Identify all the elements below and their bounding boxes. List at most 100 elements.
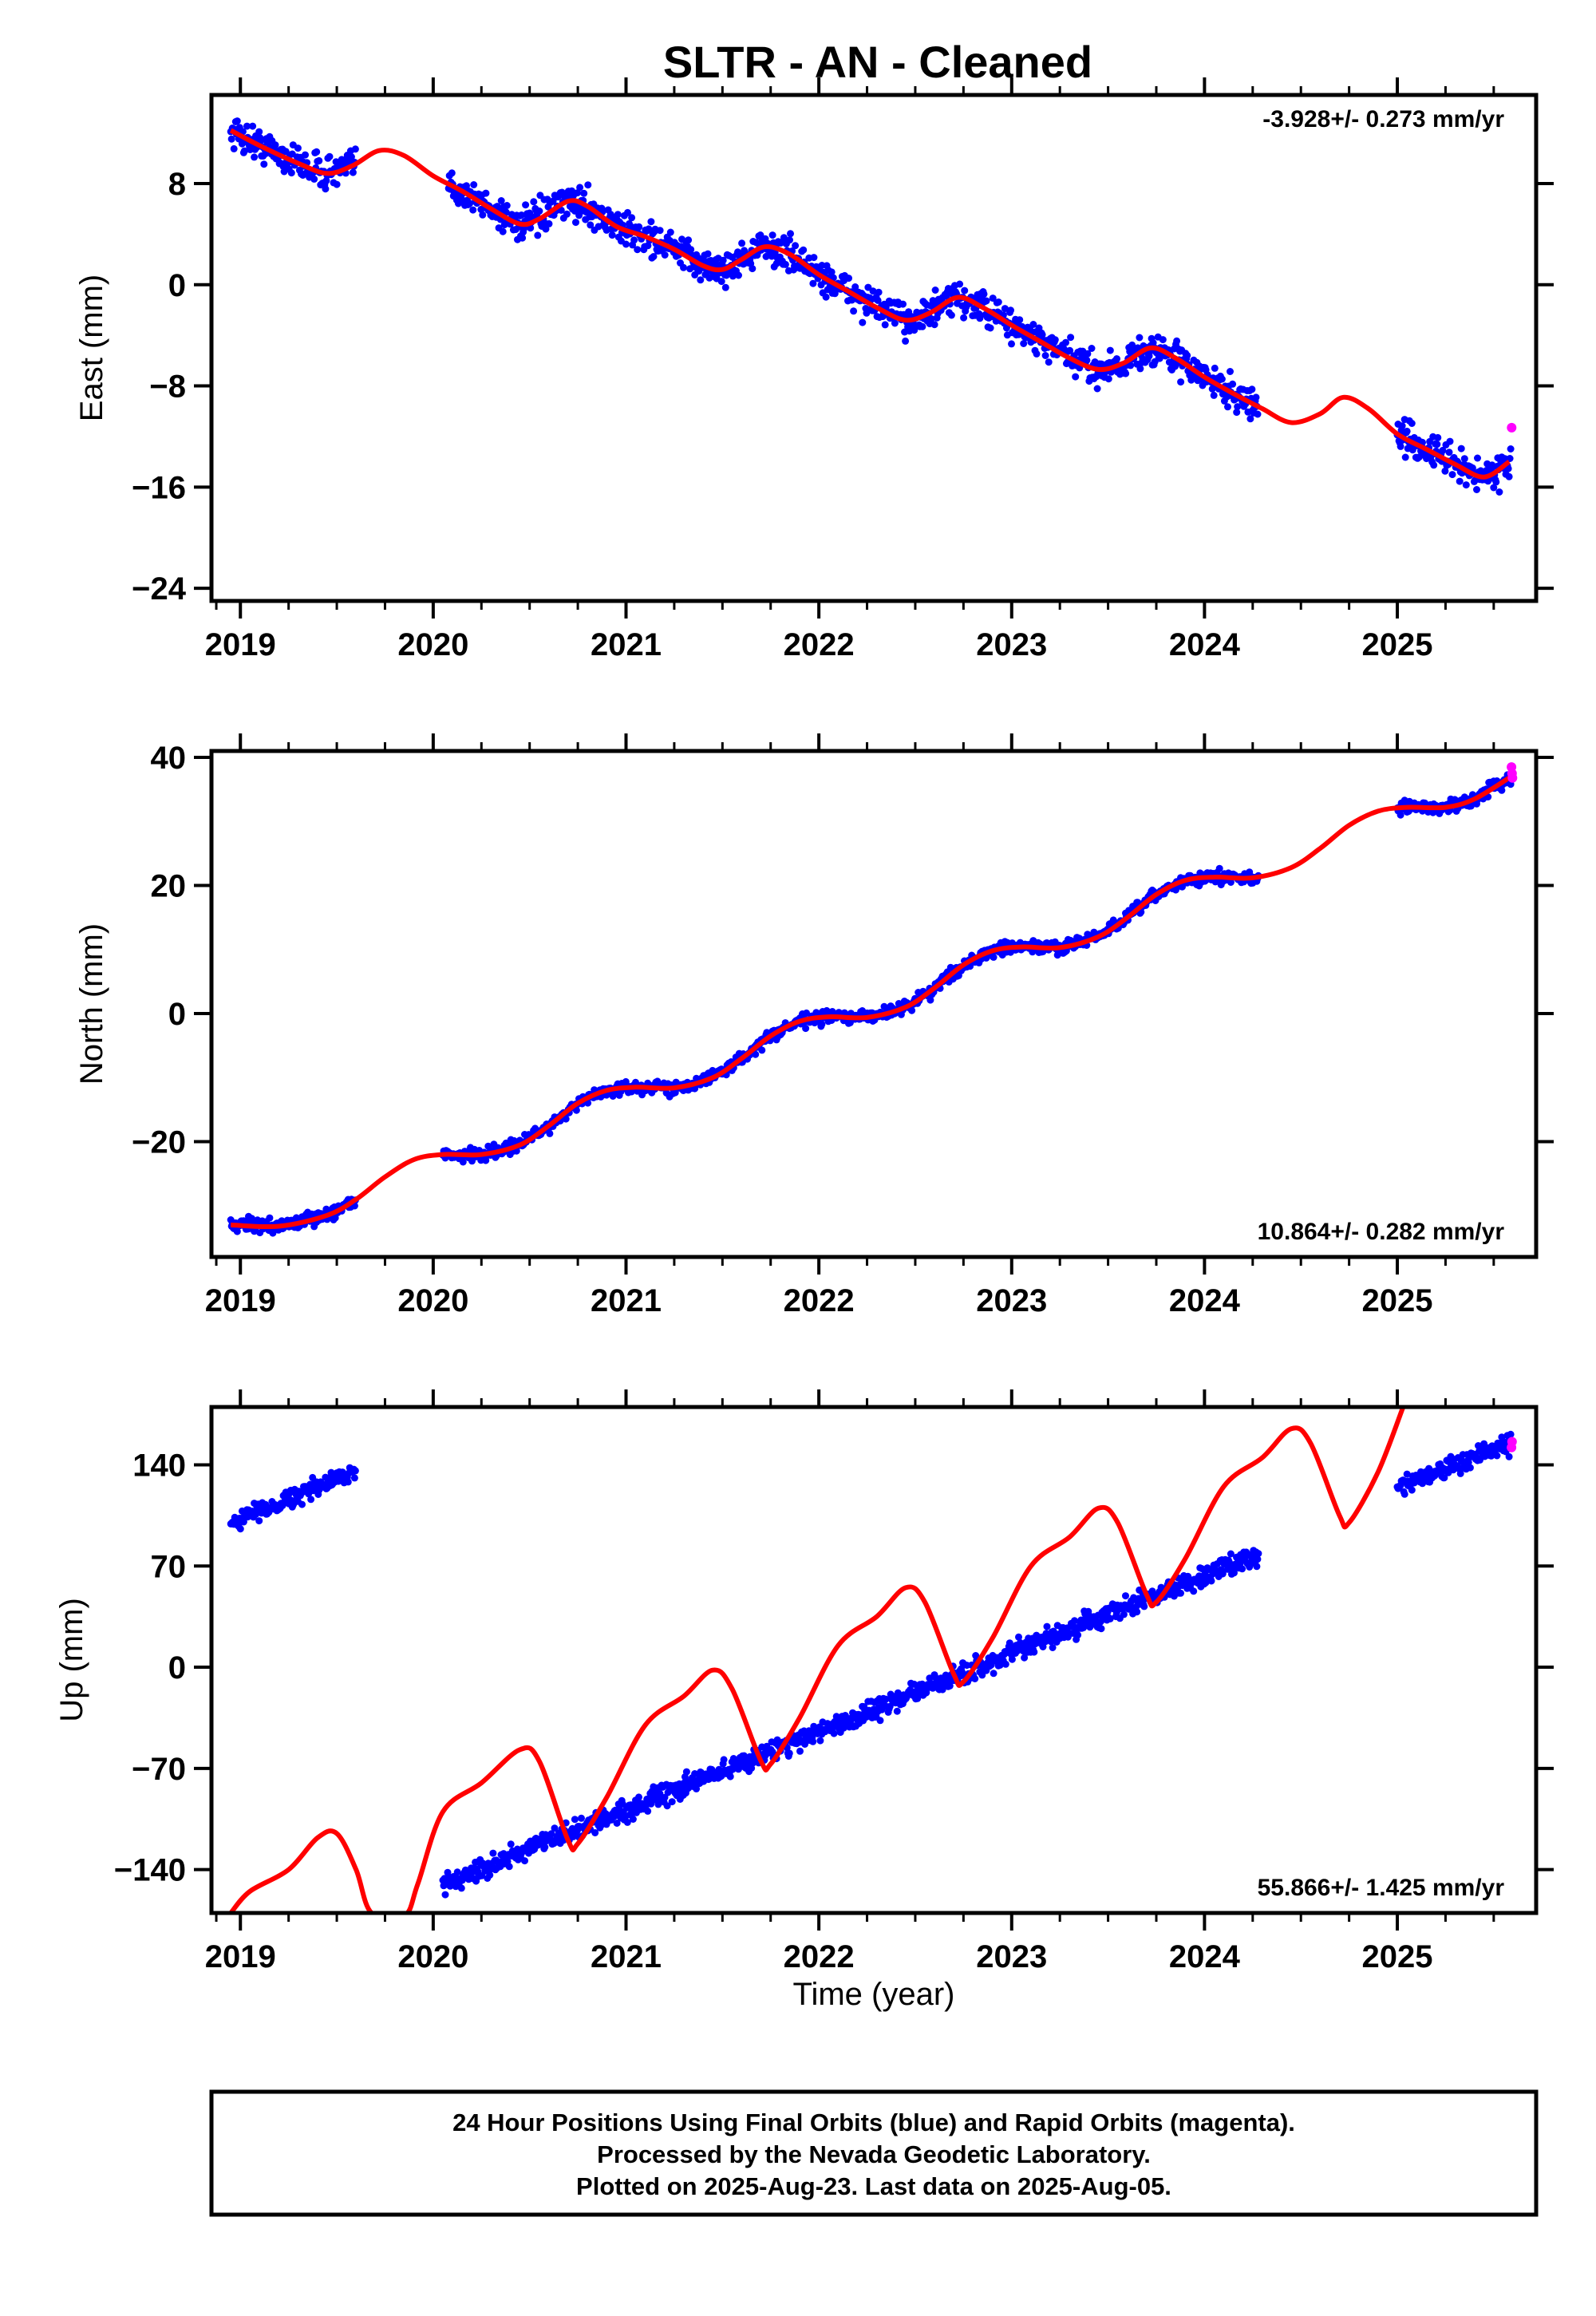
data-point [1066,346,1074,354]
data-point [243,122,251,130]
data-point [809,1737,817,1745]
data-point [1246,415,1254,423]
data-point [1231,1569,1238,1577]
data-point [971,1675,979,1682]
data-point [792,242,800,250]
data-point [1473,486,1480,493]
data-point [1127,362,1135,370]
data-point [654,1800,662,1808]
data-point [576,184,584,192]
data-point [735,271,742,279]
data-point [1001,1660,1009,1668]
data-point [1015,1633,1022,1641]
x-tick-label: 2023 [976,1939,1047,1974]
east-panel: 2019 2020 2021 2022 2023 2024 2025 80−8−16−24 … [74,77,1554,662]
data-point [645,225,653,233]
data-point [785,1749,793,1757]
data-point [530,198,538,206]
up-plot-frame [209,1405,1539,1915]
data-point [738,239,746,247]
data-point [656,1790,664,1797]
data-point [623,1818,631,1826]
y-tick-label: 70 [151,1549,187,1584]
data-point [938,1686,946,1694]
data-point [1029,321,1037,328]
data-point [1159,336,1167,344]
x-tick-label: 2020 [397,1939,468,1974]
data-point [489,1849,497,1857]
up-y-ticks: 140 70 0 −70 −140 [114,1448,1554,1888]
data-point [882,1695,890,1703]
data-point [534,231,542,239]
data-point [1400,1490,1408,1498]
data-point [1408,420,1416,427]
data-point [687,246,695,254]
data-point [758,1046,766,1054]
data-point [230,144,238,152]
y-tick-label: 8 [168,167,186,202]
data-point [1113,355,1120,363]
data-point [1136,334,1144,342]
data-point [850,307,858,315]
data-point [563,210,571,218]
data-point [891,319,899,327]
x-tick-label: 2019 [205,1939,276,1974]
data-point [875,288,883,296]
data-point [347,153,355,161]
data-point [1457,445,1465,453]
data-point [930,321,938,329]
data-point [816,1737,824,1745]
data-point [1049,1644,1057,1651]
north-data-points [227,771,1515,1237]
x-tick-label: 2024 [1169,627,1241,662]
data-point [635,223,643,231]
data-point [1030,1648,1038,1656]
data-point [505,1863,513,1871]
data-point [507,1840,515,1848]
data-point [757,231,764,239]
data-point [1020,340,1028,347]
data-point [1440,1474,1448,1482]
data-point [927,315,935,322]
data-point [1021,1654,1029,1662]
x-tick-label: 2021 [591,1939,662,1974]
figure-title: SLTR - AN - Cleaned [663,37,1092,87]
data-point [448,169,456,177]
up-x-ticks: 2019 2020 2021 2022 2023 2024 2025 [205,1389,1495,1974]
data-point [1433,441,1441,449]
data-point [1441,467,1449,475]
data-point [634,246,642,254]
y-tick-label: −16 [132,470,186,505]
data-point [441,1891,449,1899]
data-point [1445,449,1453,456]
data-point [547,1830,555,1838]
data-point [1505,472,1513,480]
data-point [1136,365,1144,373]
data-point [668,1798,676,1806]
data-point [1093,385,1101,393]
data-point [1495,488,1503,496]
data-point [351,1467,359,1475]
data-point [271,141,279,149]
north-model-fit-line [231,776,1511,1230]
x-axis-label: Time (year) [793,1977,955,2012]
data-point [1229,380,1237,388]
data-point [499,227,507,235]
data-point [1120,1611,1128,1618]
data-point [269,1229,277,1237]
data-point [1083,356,1091,364]
data-point [466,200,474,207]
rapid-data-point [1507,1437,1517,1447]
data-point [333,180,341,188]
data-point [931,287,939,294]
data-point [926,996,934,1004]
data-point [1097,1625,1105,1633]
data-point [1133,1608,1141,1616]
y-tick-label: 140 [132,1448,186,1483]
data-point [572,1106,580,1114]
data-point [1033,350,1041,358]
data-point [666,228,674,236]
up-rate-label: 55.866+/- 1.425 mm/yr [1258,1875,1505,1901]
data-point [1448,471,1456,479]
data-point [914,1694,922,1702]
